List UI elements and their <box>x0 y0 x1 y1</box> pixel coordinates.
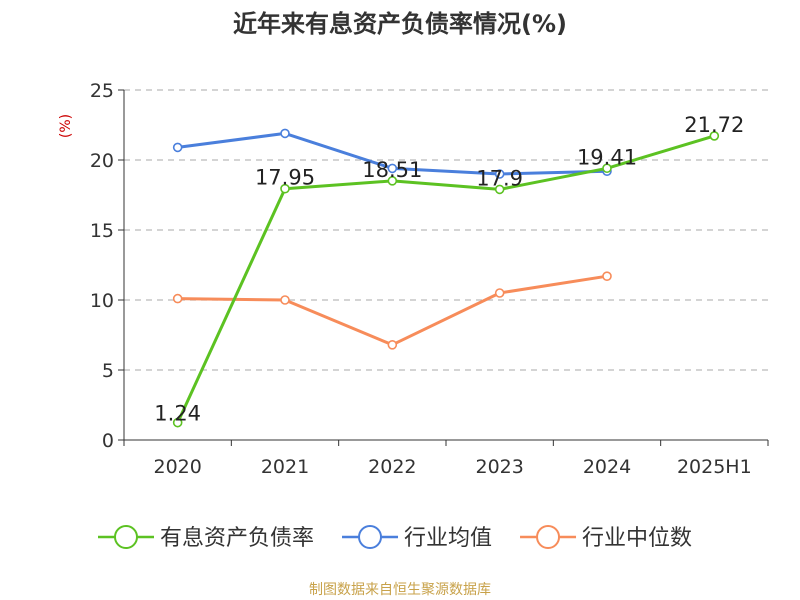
grid-layer <box>124 89 768 371</box>
data-point <box>280 295 290 305</box>
data-point <box>709 131 720 141</box>
data-point <box>387 163 398 174</box>
data-point <box>172 417 183 428</box>
y-tick-label: 20 <box>90 150 114 172</box>
chart-title: 近年来有息资产负债率情况(%) <box>233 10 567 38</box>
data-point <box>387 339 398 350</box>
x-tick-label: 2021 <box>261 456 309 478</box>
data-label: 21.72 <box>684 113 744 137</box>
data-point <box>172 293 183 304</box>
data-point <box>602 163 612 174</box>
data-point <box>280 128 290 139</box>
legend-swatch-marker <box>114 525 138 549</box>
axis-layer: 0 5 10 15 20 25 2020 2021 2022 2023 2024 2025H1 <box>90 80 769 478</box>
series-line <box>176 134 715 424</box>
legend-item[interactable]: 有息资产负债率 <box>98 525 314 551</box>
data-point <box>387 176 398 186</box>
x-tick-label: 2020 <box>153 456 201 478</box>
legend-swatch-marker <box>536 525 561 549</box>
source-note: 制图数据来自恒生聚源数据库 <box>309 582 491 598</box>
data-point <box>494 288 505 298</box>
data-point <box>602 271 612 282</box>
data-label: 17.95 <box>255 166 315 190</box>
legend-swatch-marker <box>358 525 383 549</box>
legend-label: 行业中位数 <box>582 526 692 551</box>
data-point <box>280 183 290 194</box>
y-tick-label: 5 <box>102 360 114 382</box>
legend-item[interactable]: 行业均值 <box>342 525 492 551</box>
data-point <box>494 184 505 195</box>
x-tick-label: 2023 <box>475 456 523 478</box>
data-point <box>172 142 183 153</box>
x-tick-label: 2022 <box>368 456 416 478</box>
legend-label: 行业均值 <box>404 526 492 551</box>
y-tick-label: 25 <box>90 80 114 102</box>
legend: 有息资产负债率 行业均值 行业中位数 <box>98 525 692 551</box>
x-tick-label: 2025H1 <box>677 456 752 478</box>
y-tick-label: 10 <box>90 290 114 312</box>
y-tick-label: 15 <box>90 220 114 242</box>
data-label: 19.41 <box>577 145 637 169</box>
legend-item[interactable]: 行业中位数 <box>520 525 692 551</box>
data-label: 18.51 <box>362 158 422 182</box>
data-label: 17.9 <box>476 166 523 190</box>
series-layer <box>172 128 720 428</box>
x-tick-label: 2024 <box>583 456 631 478</box>
data-point <box>494 169 505 179</box>
data-label-layer: 1.24 17.95 18.51 17.9 19.41 21.72 <box>154 113 744 426</box>
data-label: 1.24 <box>154 402 201 426</box>
y-tick-label: 0 <box>102 430 114 452</box>
legend-label: 有息资产负债率 <box>160 526 314 551</box>
y-axis-unit-label: (%) <box>58 114 74 138</box>
series-line <box>177 274 608 347</box>
